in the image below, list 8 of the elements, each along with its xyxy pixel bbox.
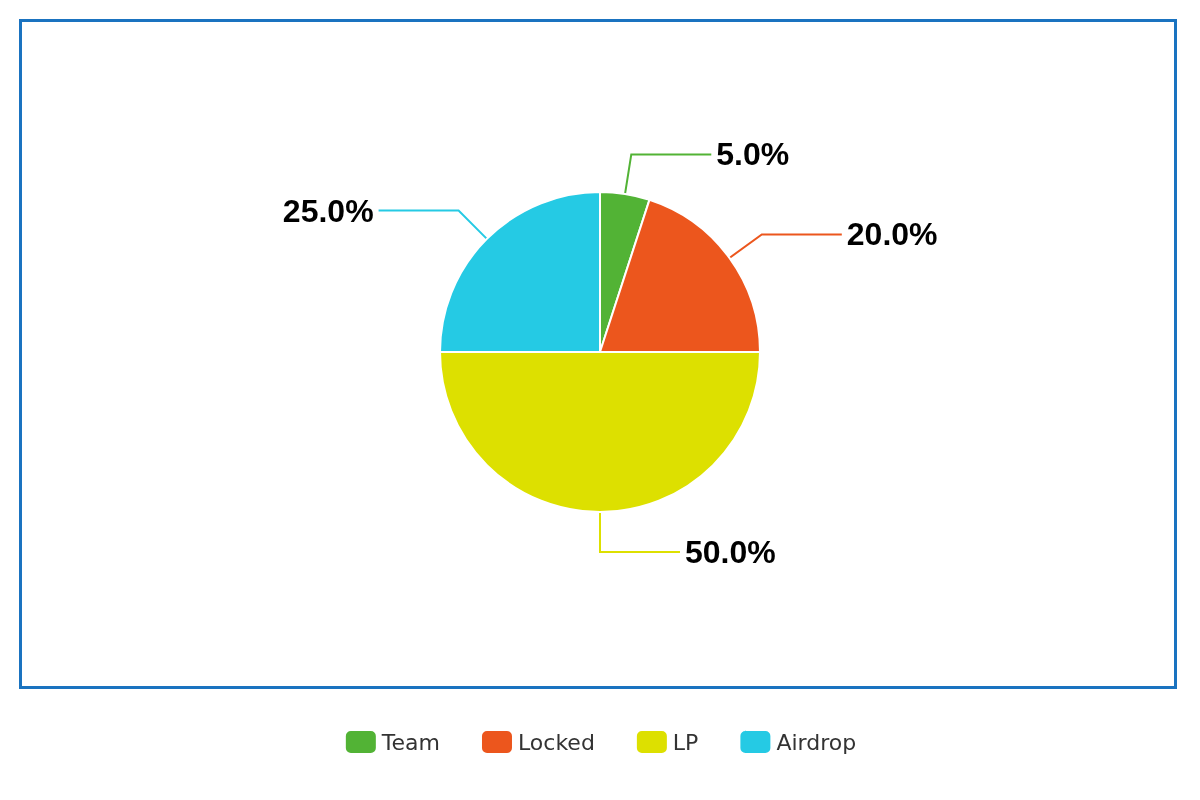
legend-label: Team	[380, 729, 440, 755]
data-label: 20.0%	[846, 216, 938, 253]
data-label: 50.0%	[685, 534, 776, 570]
legend-label: Locked	[517, 729, 595, 755]
legend-label: Airdrop	[776, 729, 857, 755]
data-label: 5.0%	[716, 136, 790, 173]
data-label: 25.0%	[282, 192, 374, 229]
legend-label: LP	[672, 729, 699, 755]
